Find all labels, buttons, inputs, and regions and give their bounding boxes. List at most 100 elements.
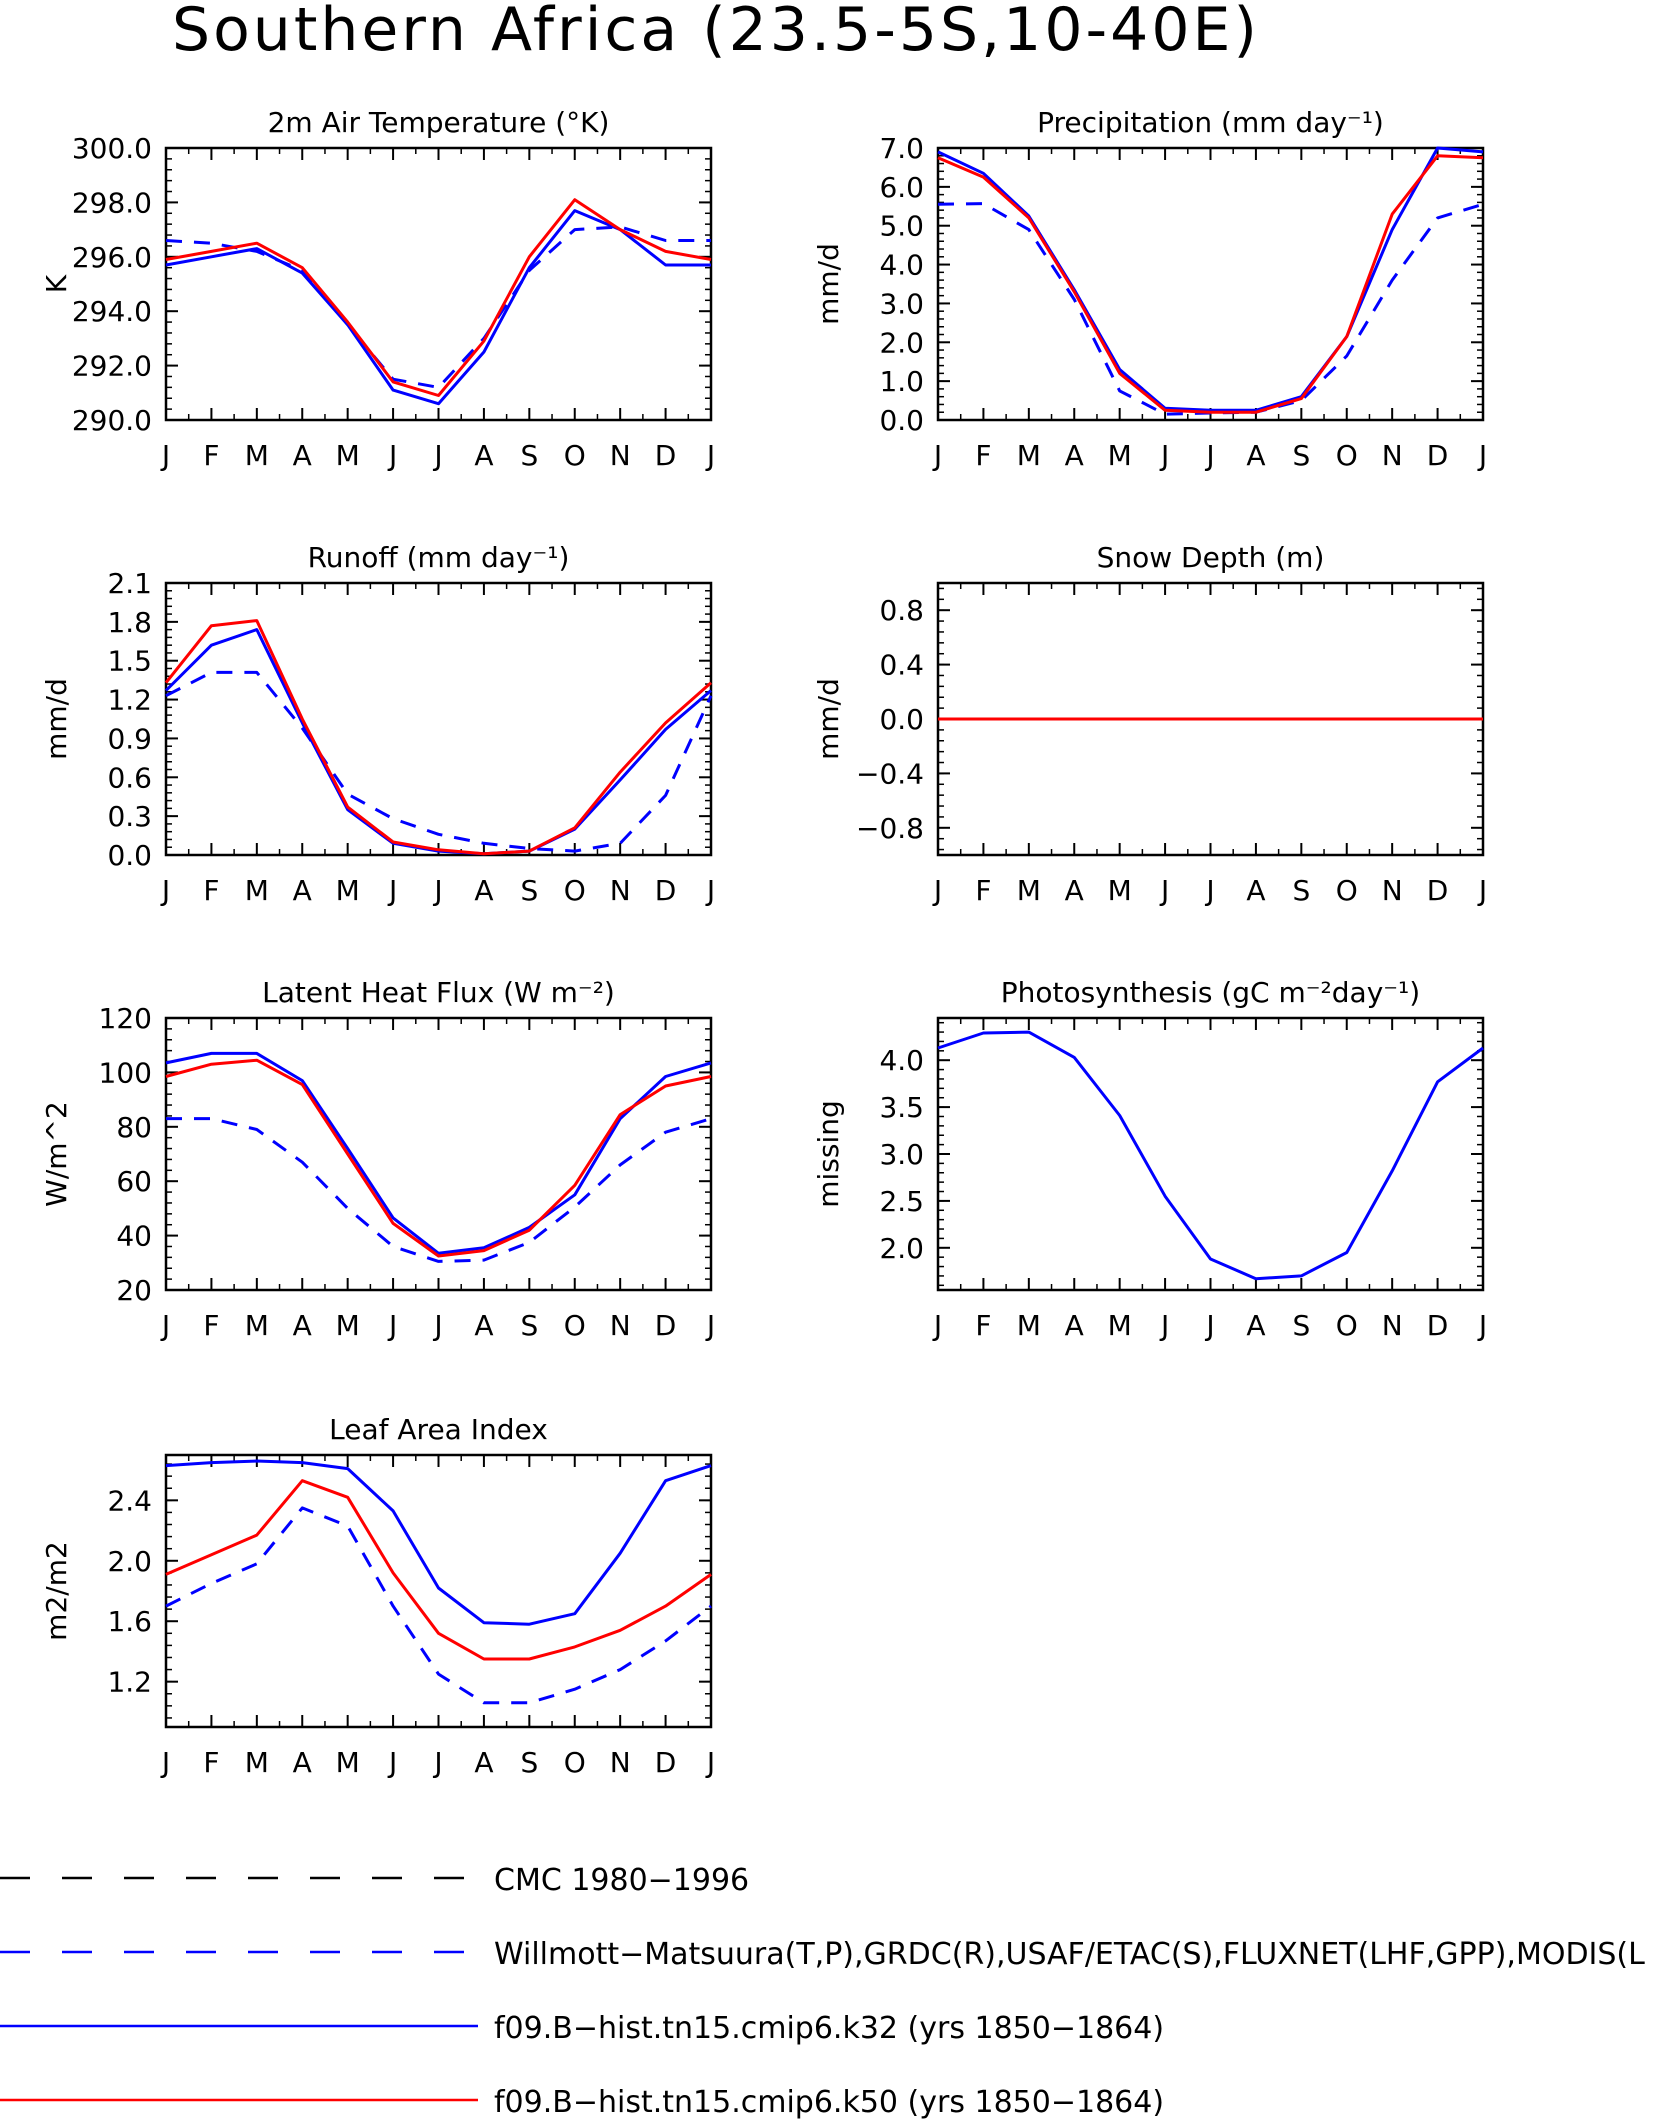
- panel-title: Leaf Area Index: [329, 1413, 548, 1446]
- panel-4: Snow Depth (m)mm/dJ F M A M J J A S O N D J−0.8−0.40…: [812, 541, 1487, 907]
- x-tick-label: S: [520, 1309, 538, 1342]
- y-tick-label: 292.0: [72, 350, 152, 383]
- y-tick-label: −0.4: [856, 757, 924, 790]
- x-tick-label: A: [474, 439, 493, 472]
- x-tick-label: M: [336, 1309, 360, 1342]
- x-tick-label: F: [975, 874, 991, 907]
- x-tick-label: A: [474, 1746, 493, 1779]
- x-tick-label: M: [336, 874, 360, 907]
- x-tick-label: M: [245, 874, 269, 907]
- plot-frame: [164, 581, 713, 857]
- x-tick-label: J: [1204, 1309, 1214, 1342]
- x-tick-label: N: [1382, 1309, 1403, 1342]
- y-tick-label: 4.0: [879, 1044, 924, 1077]
- x-tick-label: O: [1336, 874, 1358, 907]
- panel-3: Runoff (mm day⁻¹)mm/dJ F M A M J J A S O N D J0.00.3…: [40, 541, 715, 907]
- y-tick-label: 100: [99, 1056, 152, 1089]
- x-tick-label: A: [474, 874, 493, 907]
- y-tick-label: 2.0: [879, 1232, 924, 1265]
- y-tick-label: 1.5: [107, 645, 152, 678]
- x-tick-label: J: [387, 439, 397, 472]
- x-tick-label: O: [564, 1746, 586, 1779]
- x-tick-label: N: [1382, 439, 1403, 472]
- series-line-2: [165, 1459, 712, 1626]
- y-tick-label: 2.0: [107, 1545, 152, 1578]
- plot-frame: [164, 146, 713, 422]
- y-tick-label: 0.0: [107, 839, 152, 872]
- series-line-1: [165, 1506, 712, 1705]
- x-tick-label: J: [387, 1746, 397, 1779]
- panel-title: Latent Heat Flux (W m⁻²): [262, 976, 615, 1009]
- legend-label-4: f09.B−hist.tn15.cmip6.k50 (yrs 1850−1864…: [494, 2085, 1164, 2120]
- series-line-2: [164, 628, 712, 856]
- x-tick-label: J: [932, 1309, 942, 1342]
- x-tick-label: J: [1159, 439, 1169, 472]
- x-tick-label: M: [245, 439, 269, 472]
- plot-frame: [164, 1453, 713, 1729]
- x-tick-label: M: [1017, 874, 1041, 907]
- x-tick-label: M: [1108, 874, 1132, 907]
- y-tick-label: 0.0: [879, 404, 924, 437]
- x-tick-label: F: [975, 439, 991, 472]
- panel-5: Latent Heat Flux (W m⁻²)W/m^2J F M A M J J A S O N…: [40, 976, 715, 1342]
- x-tick-label: J: [932, 874, 942, 907]
- x-tick-label: M: [1017, 439, 1041, 472]
- series-line-3: [937, 154, 1484, 414]
- y-tick-label: 1.2: [107, 684, 152, 717]
- x-tick-label: A: [1246, 1309, 1265, 1342]
- series-line-2: [165, 1051, 712, 1255]
- x-tick-label: J: [160, 439, 170, 472]
- x-tick-label: D: [655, 439, 677, 472]
- x-tick-label: D: [1427, 1309, 1449, 1342]
- y-tick-label: 298.0: [72, 186, 152, 219]
- x-tick-label: A: [1246, 874, 1265, 907]
- x-tick-label: J: [1159, 1309, 1169, 1342]
- y-tick-label: 20: [116, 1274, 152, 1307]
- x-tick-label: M: [336, 1746, 360, 1779]
- x-tick-label: J: [432, 439, 442, 472]
- x-tick-label: A: [1065, 874, 1084, 907]
- x-tick-label: N: [610, 1309, 631, 1342]
- y-tick-label: 2.4: [107, 1484, 152, 1517]
- panel-title: Snow Depth (m): [1097, 541, 1325, 574]
- x-tick-label: J: [1477, 874, 1487, 907]
- x-tick-label: J: [387, 874, 397, 907]
- y-tick-label: −0.8: [856, 812, 924, 845]
- legend-label-1: CMC 1980−1996: [494, 1863, 749, 1898]
- figure-title: Southern Africa (23.5-5S,10-40E): [172, 0, 1260, 65]
- panels: 2m Air Temperature (°K)KJ F M A M J J A S O N D J290…: [40, 106, 1487, 1779]
- y-tick-label: 1.6: [107, 1605, 152, 1638]
- y-tick-label: 0.0: [879, 703, 924, 736]
- y-tick-label: 6.0: [879, 171, 924, 204]
- x-tick-label: A: [293, 874, 312, 907]
- y-tick-label: 2.5: [879, 1185, 924, 1218]
- y-tick-label: 120: [99, 1002, 152, 1035]
- y-axis-label: mm/d: [40, 678, 73, 760]
- x-tick-label: J: [1204, 439, 1214, 472]
- y-tick-label: 0.9: [107, 722, 152, 755]
- x-tick-label: A: [1065, 1309, 1084, 1342]
- x-tick-label: J: [432, 1746, 442, 1779]
- x-tick-label: N: [610, 439, 631, 472]
- panel-title: Runoff (mm day⁻¹): [308, 541, 570, 574]
- x-tick-label: A: [293, 439, 312, 472]
- y-tick-label: 0.6: [107, 761, 152, 794]
- x-tick-label: J: [432, 874, 442, 907]
- y-tick-label: 1.8: [107, 606, 152, 639]
- y-tick-label: 296.0: [72, 241, 152, 274]
- x-tick-label: S: [1292, 1309, 1310, 1342]
- x-tick-label: O: [564, 439, 586, 472]
- x-tick-label: D: [1427, 439, 1449, 472]
- y-tick-label: 3.5: [879, 1091, 924, 1124]
- x-tick-label: J: [705, 1746, 715, 1779]
- x-tick-label: D: [655, 874, 677, 907]
- series-line-1: [937, 1030, 1484, 1281]
- series-line-2: [165, 209, 711, 406]
- x-tick-label: M: [336, 439, 360, 472]
- x-tick-label: M: [245, 1746, 269, 1779]
- x-tick-label: O: [1336, 439, 1358, 472]
- x-tick-label: M: [1017, 1309, 1041, 1342]
- y-tick-label: 3.0: [879, 1138, 924, 1171]
